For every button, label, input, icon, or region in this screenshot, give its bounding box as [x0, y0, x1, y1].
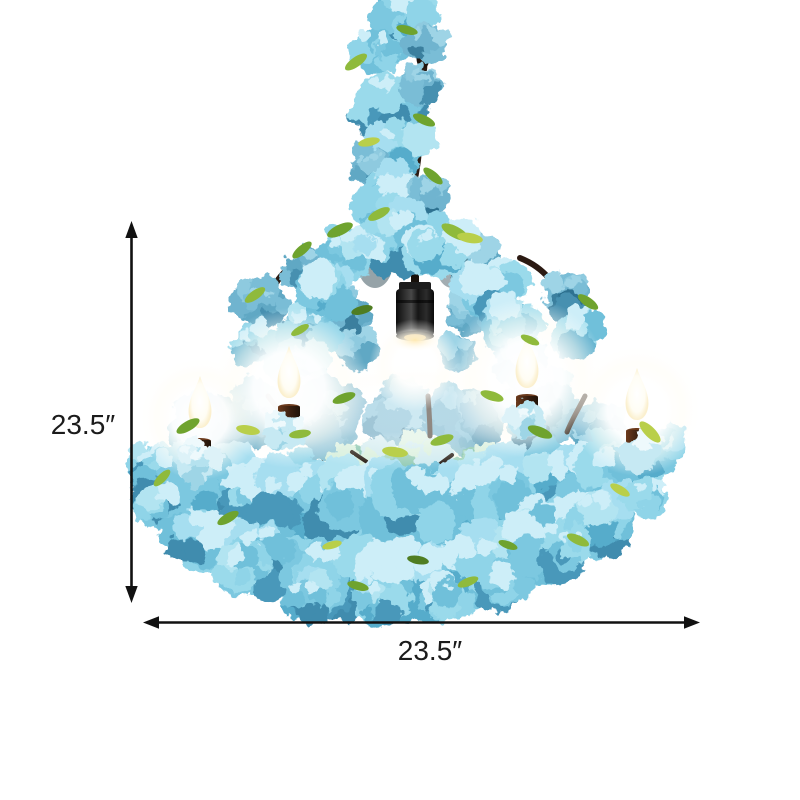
leaf-icon [291, 324, 309, 336]
leaf-icon [480, 390, 504, 402]
leaf-accents [153, 25, 661, 591]
flower-cluster [476, 561, 535, 607]
leaf-icon [412, 113, 436, 127]
flame-icon [515, 336, 539, 388]
flower-cluster [176, 435, 223, 489]
leaf-icon [289, 429, 311, 439]
leaf-icon [292, 241, 312, 259]
width-dimension-label: 23.5″ [397, 635, 463, 666]
arrow-down-icon [125, 586, 138, 603]
flame-icon [188, 376, 212, 428]
leaf-icon [327, 222, 353, 238]
flower-cluster [212, 543, 268, 593]
leaf-icon [498, 540, 518, 550]
flower-cluster [404, 174, 449, 217]
leaf-icon [332, 392, 356, 404]
flower-cluster [615, 428, 663, 472]
leaf-icon [430, 434, 454, 446]
leaf-icon [344, 53, 368, 71]
arrow-left-icon [143, 616, 159, 629]
leaf-icon [457, 576, 479, 588]
flower-cluster [399, 22, 452, 64]
flame-icon [277, 346, 301, 398]
foreground-flower-tufts [176, 399, 663, 489]
leaf-icon [322, 540, 342, 550]
flower-cluster [262, 410, 308, 452]
leaf-icon [153, 469, 171, 487]
leaf-icon [566, 533, 590, 547]
leaf-icon [236, 425, 260, 435]
leaf-icon [527, 425, 553, 439]
leaf-icon [358, 137, 380, 147]
arrow-right-icon [684, 616, 700, 629]
flower-cluster [399, 62, 443, 108]
leaf-icon [610, 483, 630, 497]
leaf-icon [423, 167, 443, 185]
leaf-icon [382, 446, 408, 458]
height-dimension-label: 23.5″ [50, 409, 116, 440]
flower-cluster [158, 508, 245, 574]
flower-cluster [348, 29, 409, 76]
flower-cluster [562, 479, 639, 560]
leaf-icon [176, 418, 200, 434]
leaf-icon [351, 305, 373, 315]
flower-cluster [419, 572, 475, 623]
leaf-icon [244, 287, 266, 303]
flame-icon [625, 368, 649, 420]
arrow-up-icon [125, 221, 138, 238]
flower-cluster [619, 478, 669, 520]
leaf-icon [347, 581, 369, 591]
flower-cluster [352, 577, 412, 628]
leaf-icon [520, 334, 540, 346]
leaf-icon [577, 294, 599, 310]
leaf-icon [457, 232, 483, 244]
flower-cluster [282, 566, 339, 627]
leaf-icon [217, 510, 239, 526]
leaf-icon [639, 421, 661, 443]
leaf-icon [368, 207, 390, 221]
leaf-icon [407, 555, 429, 565]
leaf-icon [396, 25, 418, 35]
dimension-annotations [125, 221, 700, 629]
